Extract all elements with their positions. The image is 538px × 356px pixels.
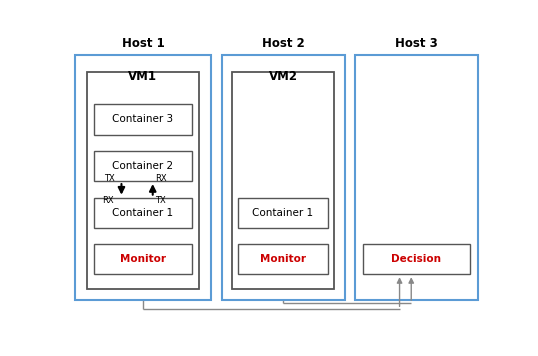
Bar: [75, 55, 211, 300]
Text: Container 1: Container 1: [252, 208, 314, 218]
Text: Host 1: Host 1: [122, 37, 164, 50]
Bar: [94, 104, 192, 135]
Text: Decision: Decision: [392, 254, 442, 264]
Text: VM2: VM2: [268, 70, 298, 84]
Text: Host 2: Host 2: [261, 37, 305, 50]
Bar: [94, 198, 192, 228]
Bar: [94, 151, 192, 181]
Text: Container 1: Container 1: [112, 208, 173, 218]
Text: TX: TX: [155, 196, 166, 205]
Text: Monitor: Monitor: [260, 254, 306, 264]
Text: RX: RX: [102, 196, 114, 205]
Bar: [238, 198, 328, 228]
Bar: [363, 244, 470, 274]
Bar: [94, 244, 192, 274]
Text: RX: RX: [155, 173, 166, 183]
Bar: [222, 55, 344, 300]
Text: VM1: VM1: [129, 70, 158, 84]
Bar: [238, 244, 328, 274]
Bar: [87, 72, 199, 289]
Text: Container 2: Container 2: [112, 161, 173, 171]
Bar: [232, 72, 334, 289]
Text: TX: TX: [104, 173, 115, 183]
Text: Container 3: Container 3: [112, 115, 173, 125]
Text: Host 3: Host 3: [395, 37, 438, 50]
Bar: [355, 55, 478, 300]
Text: Monitor: Monitor: [120, 254, 166, 264]
